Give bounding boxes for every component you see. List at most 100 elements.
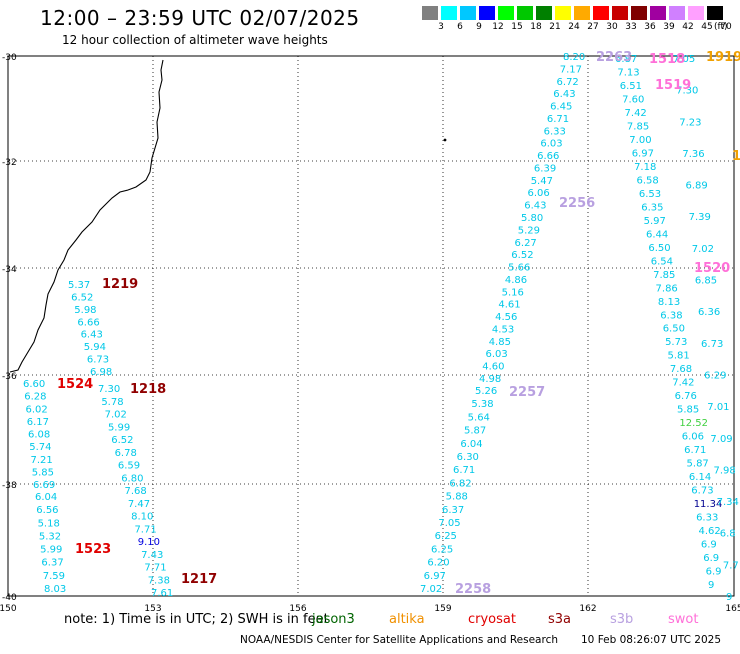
track-2256-swh-label: 6.39 (534, 163, 556, 174)
colorbar-cell (650, 6, 666, 20)
colorbar-label: 70 (720, 22, 732, 32)
pass-number-label: 2257 (509, 385, 545, 400)
track-2257-swh-label: 5.64 (468, 412, 490, 423)
track-2263-swh-label: 7.85 (627, 121, 649, 132)
colorbar-label: 42 (682, 22, 694, 32)
track-1517-swh-label: 7.05 (673, 54, 695, 65)
track-1218-swh-label: 7.71 (144, 563, 166, 574)
track-2256-swh-label: 6.03 (540, 139, 562, 150)
track-2256-swh-label: 4.86 (505, 275, 527, 286)
pass-number-label: 1 (732, 149, 740, 164)
colorbar-cell (441, 6, 457, 20)
pass-number-label: 2256 (559, 196, 595, 211)
track-1517-swh-label: 7.09 (710, 434, 732, 445)
colorbar-label: 33 (625, 22, 637, 32)
lon-tick-label: 156 (289, 604, 306, 614)
colorbar-label: 9 (476, 22, 482, 32)
lat-tick-label: -34 (2, 265, 17, 275)
track-2257-swh-label: 6.25 (431, 544, 453, 555)
track-2256-swh-label: 8.20 (563, 52, 585, 63)
track-2256-swh-label: 5.29 (518, 225, 540, 236)
track-2263-swh-label: 7.68 (670, 364, 692, 375)
credit-text: NOAA/NESDIS Center for Satellite Applica… (240, 634, 558, 646)
track-1517-swh-label: 7.02 (692, 244, 714, 255)
track-2256-swh-label: 4.85 (489, 337, 511, 348)
track-2263-swh-label: 6.53 (639, 189, 661, 200)
track-2257-swh-label: 6.71 (453, 465, 475, 476)
track-1523-swh-label: 6.37 (41, 558, 63, 569)
track-2256-swh-label: 5.47 (531, 176, 553, 187)
track-1524-swh-label: 5.85 (32, 467, 54, 478)
track-1219-swh-label: 6.66 (77, 317, 99, 328)
track-2257-swh-label: 5.87 (464, 426, 486, 437)
colorbar-label: 21 (549, 22, 561, 32)
track-2256-swh-label: 6.43 (524, 201, 546, 212)
track-2257-swh-label: 7.05 (438, 518, 460, 529)
track-1524-swh-label: 5.74 (29, 442, 51, 453)
track-2256-swh-label: 6.66 (537, 151, 559, 162)
lat-tick-label: -40 (2, 593, 17, 603)
track-1524-swh-label: 6.28 (24, 392, 46, 403)
track-1524-swh-label: 6.69 (33, 480, 55, 491)
track-1218-swh-label: 7.30 (98, 384, 120, 395)
track-1218-swh-label: 7.68 (125, 486, 147, 497)
lat-tick-label: -30 (2, 53, 17, 63)
pass-number-label: 1919 (706, 50, 740, 65)
track-2263-swh-label: 6.51 (620, 81, 642, 92)
track-2256-swh-label: 5.16 (502, 287, 524, 298)
map-frame (7, 55, 735, 597)
track-1219-swh-label: 5.94 (84, 342, 106, 353)
track-2263-swh-label: 6.35 (641, 202, 663, 213)
lat-tick-label: -32 (2, 158, 17, 168)
track-2257-swh-label: 6.37 (442, 505, 464, 516)
colorbar-unit: (ft) (714, 22, 728, 32)
track-2263-swh-label: 6.14 (689, 472, 711, 483)
track-1218-swh-label: 6.59 (118, 461, 140, 472)
track-2263-swh-label: 7.86 (656, 283, 678, 294)
track-1524-swh-label: 6.17 (27, 417, 49, 428)
track-1523-swh-label: 5.32 (39, 531, 61, 542)
pass-number-label: 2263 (596, 50, 632, 65)
track-2263-swh-label: 6.9 (706, 567, 722, 578)
track-2256-swh-label: 6.45 (550, 102, 572, 113)
track-2256-swh-label: 4.53 (492, 324, 514, 335)
pass-number-label: 1518 (649, 52, 685, 67)
track-2256-swh-label: 6.27 (515, 238, 537, 249)
colorbar-label: 30 (606, 22, 618, 32)
track-2263-swh-label: 6.97 (632, 148, 654, 159)
track-2256-swh-label: 6.43 (553, 89, 575, 100)
track-2257-swh-label: 6.30 (457, 452, 479, 463)
track-1218-swh-label: 7.43 (141, 550, 163, 561)
track-2257-swh-label: 7.02 (420, 584, 442, 595)
track-2263-swh-label: 6.9 (703, 553, 719, 564)
track-2263-swh-label: 6.71 (684, 445, 706, 456)
lon-tick-label: 162 (579, 604, 596, 614)
track-2263-swh-label: 7.85 (653, 270, 675, 281)
track-2263-swh-label: 6.38 (660, 310, 682, 321)
track-1219-swh-label: 5.37 (68, 280, 90, 291)
track-2263-swh-label: 5.97 (644, 216, 666, 227)
track-1219-swh-label: 5.98 (74, 305, 96, 316)
track-2257-swh-label: 6.20 (427, 558, 449, 569)
track-1218-swh-label: 5.99 (108, 422, 130, 433)
track-2256-swh-label: 4.61 (498, 300, 520, 311)
track-1218-swh-label: 7.47 (128, 499, 150, 510)
colorbar-label: 27 (587, 22, 599, 32)
colorbar-cell (593, 6, 609, 20)
track-2256-swh-label: 6.06 (527, 188, 549, 199)
track-2257-swh-label: 6.25 (435, 531, 457, 542)
track-2263-swh-label: 7.13 (617, 67, 639, 78)
track-2263-swh-label: 7.18 (634, 162, 656, 173)
pass-number-label: 1219 (102, 277, 138, 292)
track-1523-swh-label: 7.59 (43, 571, 65, 582)
track-2263-swh-label: 6.33 (696, 513, 718, 524)
colorbar-cell (707, 6, 723, 20)
track-2256-swh-label: 6.03 (485, 349, 507, 360)
track-1524-swh-label: 6.08 (28, 430, 50, 441)
track-1517-swh-label: 7.98 (714, 465, 736, 476)
track-1517-swh-label: 6.29 (704, 370, 726, 381)
track-1517-swh-label: 7.7 (723, 560, 739, 571)
track-2263-swh-label: 7.42 (625, 108, 647, 119)
track-1517-swh-label: 9 (726, 592, 732, 603)
